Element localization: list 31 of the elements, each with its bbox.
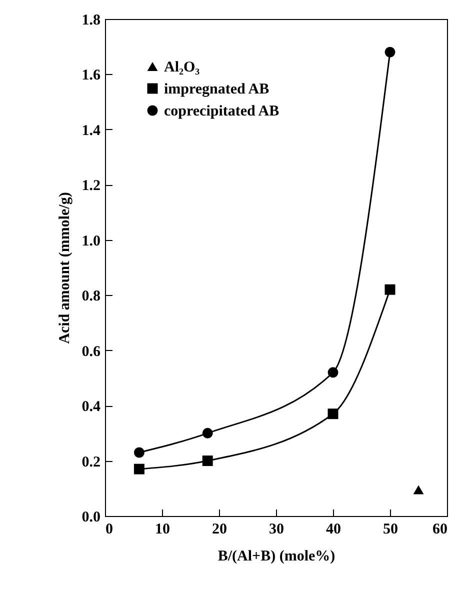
point xyxy=(328,408,338,420)
legend-label: impregnated AB xyxy=(164,82,270,98)
point xyxy=(202,456,213,466)
point xyxy=(328,367,338,378)
x-tick-label: 50 xyxy=(383,522,398,538)
y-axis-title: Acid amount (mmole/g) xyxy=(56,192,73,344)
y-tick-label: 0.4 xyxy=(82,399,101,416)
point xyxy=(384,46,396,58)
legend-label: Al₂O₃ xyxy=(164,60,200,76)
x-tick-label: 40 xyxy=(326,522,341,538)
point xyxy=(413,485,424,494)
point xyxy=(202,428,213,438)
x-tick-label: 0 xyxy=(106,522,113,538)
y-tick-label: 0.8 xyxy=(82,288,100,305)
y-tick-label: 0.0 xyxy=(82,510,100,526)
y-tick-label: 0.2 xyxy=(82,454,100,470)
y-tick-label: 1.8 xyxy=(82,12,100,28)
y-tick-label: 1.2 xyxy=(82,178,100,194)
y-tick-label: 1.0 xyxy=(82,233,100,250)
x-axis-title: B/(Al+B) (mole%) xyxy=(218,548,336,564)
x-tick-label: 60 xyxy=(432,522,448,538)
y-tick-label: 0.6 xyxy=(82,344,101,360)
legend-label: coprecipitated AB xyxy=(164,104,280,120)
y-tick-label: 1.4 xyxy=(82,122,101,139)
x-tick-label: 30 xyxy=(269,522,284,538)
point xyxy=(134,447,144,458)
y-tick-label: 1.6 xyxy=(82,68,101,84)
point xyxy=(384,284,396,295)
point xyxy=(134,464,144,474)
x-tick-label: 20 xyxy=(212,522,227,538)
x-tick-label: 10 xyxy=(155,522,170,538)
